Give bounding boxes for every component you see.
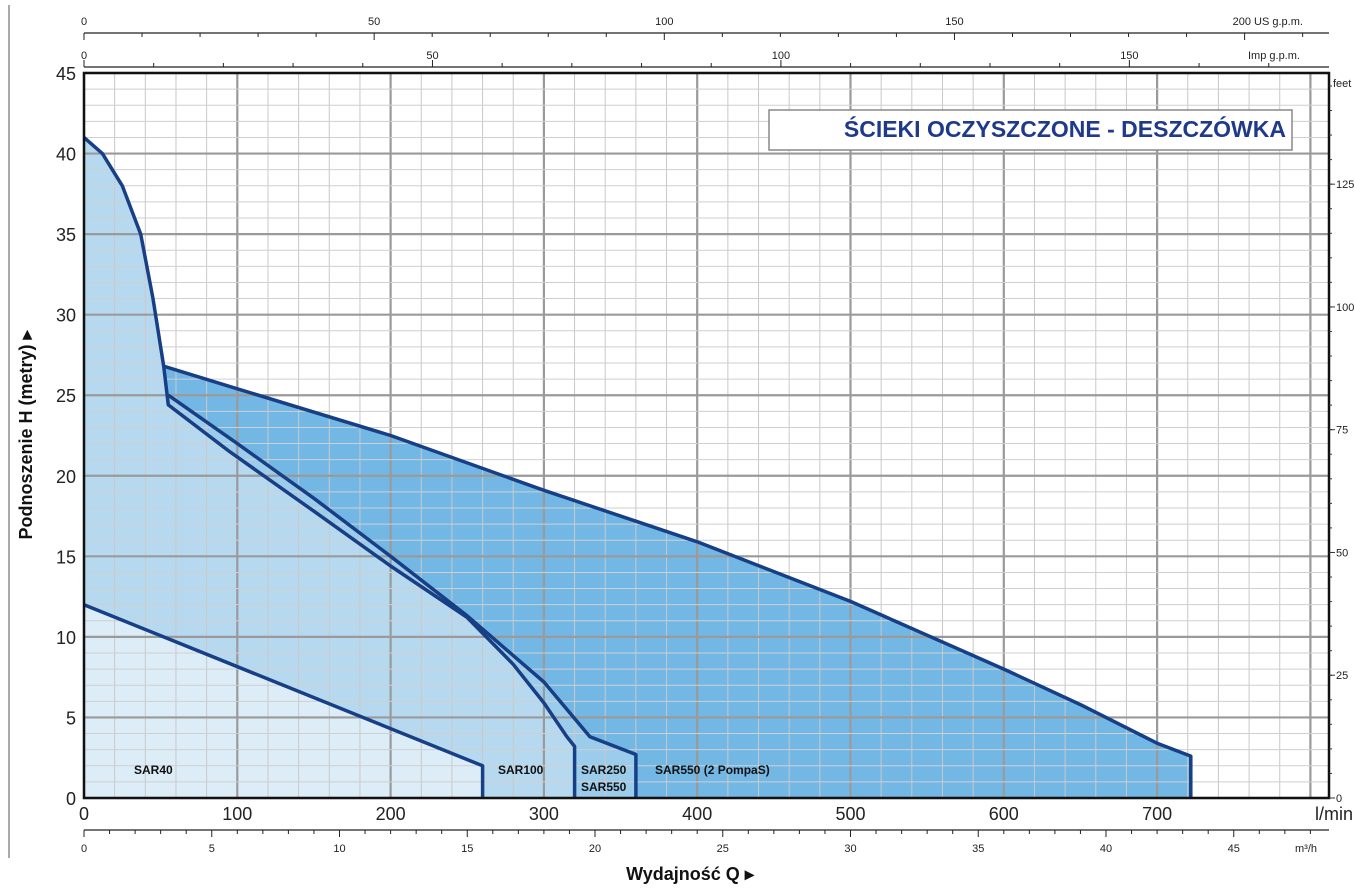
chart-title: ŚCIEKI OCZYSZCZONE - DESZCZÓWKA <box>844 115 1286 142</box>
imp-gpm-tick-label: 50 <box>426 50 438 62</box>
series-fill-sar250 <box>168 395 636 798</box>
m3h-tick-label: 15 <box>461 843 473 855</box>
series-outlines <box>82 136 1193 798</box>
feet-unit-label: feet <box>1333 78 1351 90</box>
y-tick-label: 5 <box>66 708 76 728</box>
plot-border <box>82 71 1331 800</box>
y-tick-label: 40 <box>56 145 76 165</box>
curve-sar40 <box>83 603 485 798</box>
m3h-unit-label: m³/h <box>1295 843 1317 855</box>
feet-axis-ticks: 0 25 50 75 100 125 feet <box>1329 78 1354 805</box>
y-tick-label: 25 <box>56 386 76 406</box>
x-tick-label: 0 <box>79 804 89 824</box>
top-unit-axes: 0 50 100 150 200 US g.p.m. 0 50 100 150 Imp g.p.m… <box>81 16 1329 68</box>
y-tick-label: 10 <box>56 628 76 648</box>
us-gpm-tick-label: 50 <box>368 16 380 28</box>
feet-tick-label: 0 <box>1336 793 1342 805</box>
m3h-tick-label: 20 <box>589 843 601 855</box>
m3h-tick-label: 5 <box>209 843 215 855</box>
series-label-sar550-2-pompas-: SAR550 (2 PompaS) <box>655 763 770 777</box>
us-gpm-tick-label: 150 <box>945 16 963 28</box>
x-tick-label: 700 <box>1142 804 1172 824</box>
series-label-sar40: SAR40 <box>134 763 173 777</box>
y-axis-ticks: 0 5 10 15 20 25 30 35 40 45 <box>56 64 76 809</box>
title-frame <box>768 109 1293 151</box>
m3h-axis: 0 5 10 15 20 25 30 35 40 45 m³/h <box>81 829 1329 855</box>
feet-tick-label: 125 <box>1336 179 1354 191</box>
us-gpm-tick-label: 200 US g.p.m. <box>1233 16 1303 28</box>
x-tick-label: 300 <box>529 804 559 824</box>
m3h-tick-label: 40 <box>1100 843 1112 855</box>
y-tick-label: 35 <box>56 225 76 245</box>
x-tick-label: 600 <box>989 804 1019 824</box>
y-axis-title-group: Podnoszenie H (metry) ▸ <box>16 330 36 540</box>
m3h-tick-label: 45 <box>1228 843 1240 855</box>
y-tick-label: 15 <box>56 547 76 567</box>
us-gpm-tick-label: 100 <box>655 16 673 28</box>
x-tick-label: 400 <box>682 804 712 824</box>
x-tick-label: 200 <box>376 804 406 824</box>
m3h-tick-label: 35 <box>972 843 984 855</box>
x-unit-label: l/min <box>1315 804 1353 824</box>
x-axis-title-group: Wydajność Q ▸ <box>626 864 755 884</box>
m3h-tick-label: 25 <box>717 843 729 855</box>
y-tick-label: 30 <box>56 306 76 326</box>
series-label-sar550: SAR550 <box>581 780 627 794</box>
series-label-sar250: SAR250 <box>581 763 627 777</box>
feet-tick-label: 100 <box>1336 302 1354 314</box>
feet-tick-label: 75 <box>1336 425 1348 437</box>
series-fill-sar550-2-pompas- <box>163 366 1191 798</box>
m3h-tick-label: 0 <box>81 843 87 855</box>
series-labels: SAR40 SAR100 SAR250 SAR550 SAR550 (2 PompaS) <box>134 763 770 794</box>
us-gpm-tick-label: 0 <box>81 16 87 28</box>
curve-sar250 <box>167 393 638 798</box>
x-tick-label: 500 <box>835 804 865 824</box>
curve-sar550-2pumps <box>163 364 1193 798</box>
imp-gpm-tick-label: 150 <box>1120 50 1138 62</box>
y-tick-label: 0 <box>66 789 76 809</box>
feet-tick-label: 50 <box>1336 547 1348 559</box>
y-tick-label: 20 <box>56 467 76 487</box>
y-axis-title: Podnoszenie H (metry) ▸ <box>16 330 36 540</box>
y-tick-label: 45 <box>56 64 76 84</box>
imp-gpm-unit-label: Imp g.p.m. <box>1248 50 1300 62</box>
x-axis-ticks: 0 100 200 300 400 500 600 700 l/min <box>79 804 1353 824</box>
curve-sar100 <box>82 136 577 798</box>
chart-title-box: ŚCIEKI OCZYSZCZONE - DESZCZÓWKA <box>768 109 1293 151</box>
m3h-tick-label: 30 <box>844 843 856 855</box>
x-axis-title: Wydajność Q ▸ <box>626 864 755 884</box>
x-tick-label: 100 <box>222 804 252 824</box>
m3h-tick-label: 10 <box>333 843 345 855</box>
imp-gpm-tick-label: 0 <box>81 50 87 62</box>
feet-tick-label: 25 <box>1336 670 1348 682</box>
imp-gpm-tick-label: 100 <box>772 50 790 62</box>
series-label-sar100: SAR100 <box>498 763 544 777</box>
